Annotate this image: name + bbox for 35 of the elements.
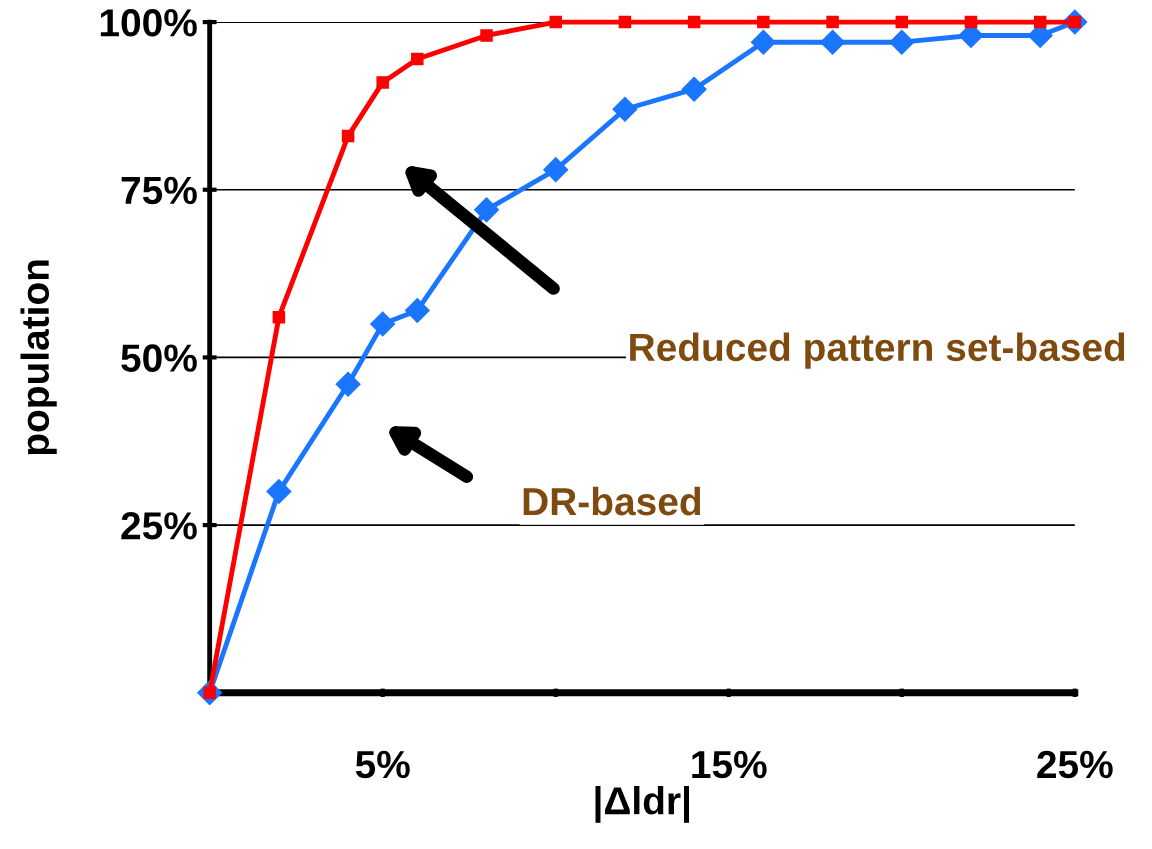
point xyxy=(376,76,389,89)
point xyxy=(404,297,430,323)
x-tick-label: 25% xyxy=(1037,750,1113,779)
annotation: Reduced pattern set-based xyxy=(630,332,1125,369)
point xyxy=(1033,15,1047,29)
y-tick-label: 50% xyxy=(121,344,197,372)
point xyxy=(820,29,846,55)
point xyxy=(964,15,978,29)
point xyxy=(411,52,424,66)
point xyxy=(272,310,286,324)
point xyxy=(370,311,396,337)
point xyxy=(757,15,770,29)
point xyxy=(549,15,562,29)
point xyxy=(543,157,569,183)
point xyxy=(681,76,707,102)
point xyxy=(480,29,493,42)
x-tick-label: 15% xyxy=(692,750,767,779)
y-tick-label: 25% xyxy=(121,512,197,540)
point xyxy=(826,15,839,29)
y-tick-label: 100% xyxy=(100,9,197,37)
point xyxy=(687,15,701,29)
x-tick-label: 5% xyxy=(355,750,410,779)
x-axis-title: |Δldr| xyxy=(595,785,689,823)
point xyxy=(612,96,638,122)
y-tick-label: 75% xyxy=(121,176,197,205)
point xyxy=(618,15,632,29)
point xyxy=(895,15,909,29)
point xyxy=(335,371,361,397)
y-axis-title: population xyxy=(20,260,57,455)
point xyxy=(889,29,915,55)
point xyxy=(474,197,499,223)
point xyxy=(341,129,355,143)
annotation: DR-based xyxy=(523,486,701,516)
point xyxy=(266,479,292,505)
point xyxy=(750,29,776,55)
